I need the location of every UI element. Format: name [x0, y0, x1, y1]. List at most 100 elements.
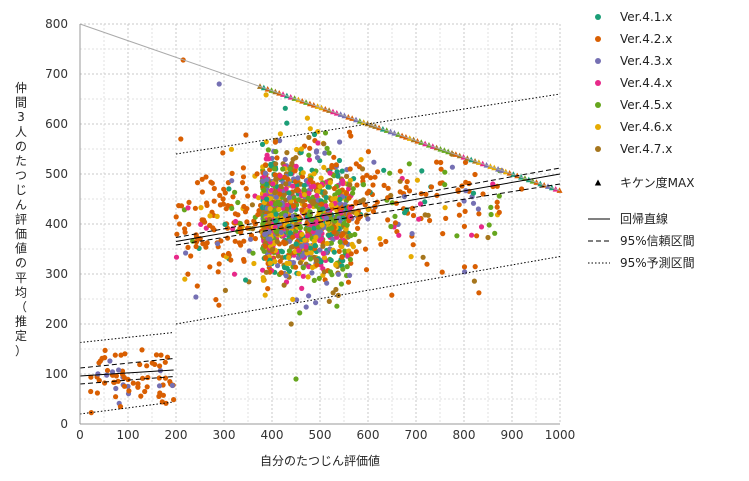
- data-point: [277, 173, 283, 179]
- data-point: [186, 221, 192, 227]
- data-point: [268, 212, 274, 218]
- data-point: [182, 276, 188, 282]
- data-point: [281, 282, 287, 288]
- data-point: [222, 287, 228, 293]
- data-point: [185, 205, 191, 211]
- data-point: [303, 244, 309, 250]
- data-point: [225, 250, 232, 257]
- data-point: [347, 177, 353, 183]
- data-point: [340, 231, 346, 237]
- data-point: [176, 203, 182, 209]
- data-point: [346, 186, 352, 192]
- data-point: [307, 126, 313, 132]
- data-point: [348, 260, 354, 266]
- data-point: [397, 168, 403, 174]
- data-point: [365, 149, 371, 155]
- data-point: [354, 219, 360, 225]
- data-point: [158, 352, 164, 358]
- data-point: [320, 206, 326, 212]
- data-point: [226, 186, 232, 192]
- data-point: [297, 260, 303, 266]
- x-tick-label: 200: [165, 428, 188, 442]
- max-line: [79, 23, 561, 192]
- data-point: [199, 176, 205, 182]
- data-point: [347, 182, 353, 188]
- data-point: [88, 374, 94, 380]
- data-point: [337, 196, 343, 202]
- data-point: [323, 194, 329, 201]
- data-point: [300, 198, 306, 204]
- data-point: [472, 171, 478, 178]
- data-point: [104, 367, 111, 374]
- data-point: [265, 147, 271, 153]
- data-point: [290, 203, 297, 209]
- data-point: [96, 377, 102, 384]
- legend-marker: [595, 102, 601, 108]
- data-point: [241, 203, 247, 210]
- data-point: [269, 246, 276, 252]
- data-point: [284, 150, 290, 156]
- data-point: [215, 269, 221, 275]
- data-point: [282, 156, 288, 162]
- data-point: [336, 248, 342, 254]
- data-point: [461, 223, 467, 229]
- data-point: [235, 212, 241, 218]
- data-point: [442, 169, 448, 175]
- data-point: [232, 238, 238, 244]
- data-point: [385, 217, 391, 223]
- data-point: [462, 208, 468, 214]
- data-point: [322, 190, 328, 196]
- data-point: [442, 182, 448, 188]
- data-point: [466, 180, 472, 187]
- data-point: [299, 174, 306, 180]
- data-point: [438, 166, 444, 172]
- data-point: [383, 238, 389, 245]
- data-point: [211, 198, 217, 204]
- data-point: [354, 182, 360, 188]
- data-point: [293, 163, 299, 169]
- data-point: [328, 240, 334, 246]
- data-point: [409, 205, 415, 211]
- data-point: [278, 248, 285, 254]
- data-point: [347, 272, 353, 278]
- data-point: [263, 269, 269, 275]
- data-point: [286, 248, 292, 254]
- data-point: [220, 196, 226, 202]
- data-point: [287, 166, 293, 172]
- data-point: [347, 166, 353, 172]
- x-tick-label: 400: [261, 428, 284, 442]
- data-point: [346, 195, 352, 201]
- data-point: [314, 148, 320, 154]
- data-point: [248, 232, 255, 238]
- data-point: [313, 300, 319, 306]
- data-point: [486, 222, 492, 228]
- y-tick-label: 700: [45, 67, 68, 81]
- data-point: [321, 255, 328, 261]
- data-point: [228, 257, 234, 263]
- data-point: [262, 162, 269, 168]
- data-point: [302, 237, 308, 243]
- data-point: [308, 250, 314, 256]
- data-point: [300, 273, 306, 279]
- data-point: [327, 179, 333, 186]
- data-point: [299, 231, 305, 237]
- data-point: [336, 157, 343, 164]
- data-point: [173, 254, 180, 260]
- data-point: [295, 175, 301, 181]
- data-point: [296, 271, 302, 277]
- data-point: [299, 253, 305, 259]
- data-point: [240, 165, 246, 171]
- legend-label: 回帰直線: [620, 211, 668, 226]
- data-point: [256, 195, 262, 201]
- regression-pred-upper: [79, 332, 174, 343]
- data-point: [287, 230, 293, 236]
- data-point: [259, 141, 266, 147]
- data-point: [283, 273, 289, 279]
- y-tick-label: 100: [45, 367, 68, 381]
- data-point: [188, 253, 194, 259]
- data-point: [261, 218, 267, 224]
- data-point: [235, 199, 241, 206]
- data-point: [286, 190, 292, 196]
- data-point: [303, 304, 309, 310]
- data-point: [360, 182, 367, 188]
